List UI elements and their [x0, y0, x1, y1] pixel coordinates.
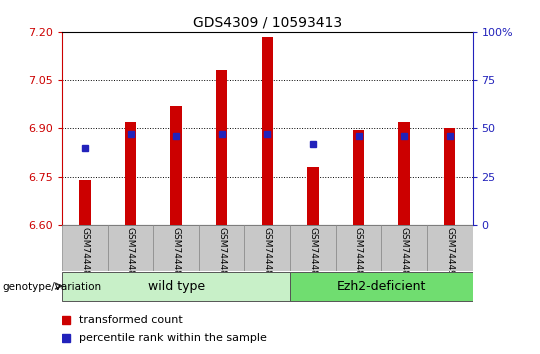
Bar [107, 225, 153, 271]
Bar [62, 225, 107, 271]
Text: GSM744488: GSM744488 [354, 227, 363, 282]
Bar [216, 70, 227, 225]
Text: GSM744487: GSM744487 [308, 227, 318, 282]
Text: GSM744482: GSM744482 [80, 227, 90, 281]
Text: transformed count: transformed count [78, 315, 183, 325]
Text: GSM744483: GSM744483 [126, 227, 135, 282]
Bar [199, 225, 245, 271]
Bar [171, 106, 182, 225]
Text: Ezh2-deficient: Ezh2-deficient [336, 280, 426, 293]
Text: percentile rank within the sample: percentile rank within the sample [78, 333, 266, 343]
Bar [261, 37, 273, 225]
Bar [444, 128, 455, 225]
Bar [290, 225, 336, 271]
Bar [427, 225, 472, 271]
Bar [153, 225, 199, 271]
Bar [307, 167, 319, 225]
Bar [245, 225, 290, 271]
Text: GSM744484: GSM744484 [172, 227, 180, 281]
Text: GSM744486: GSM744486 [263, 227, 272, 282]
Text: GSM744490: GSM744490 [445, 227, 454, 282]
Title: GDS4309 / 10593413: GDS4309 / 10593413 [193, 15, 342, 29]
Text: genotype/variation: genotype/variation [3, 282, 102, 292]
Bar [62, 273, 290, 301]
Text: GSM744485: GSM744485 [217, 227, 226, 282]
Bar [381, 225, 427, 271]
Text: GSM744489: GSM744489 [400, 227, 409, 282]
Bar [336, 225, 381, 271]
Bar [353, 130, 364, 225]
Bar [399, 122, 410, 225]
Bar [125, 122, 136, 225]
Bar [290, 273, 472, 301]
Text: wild type: wild type [147, 280, 205, 293]
Bar [79, 180, 91, 225]
